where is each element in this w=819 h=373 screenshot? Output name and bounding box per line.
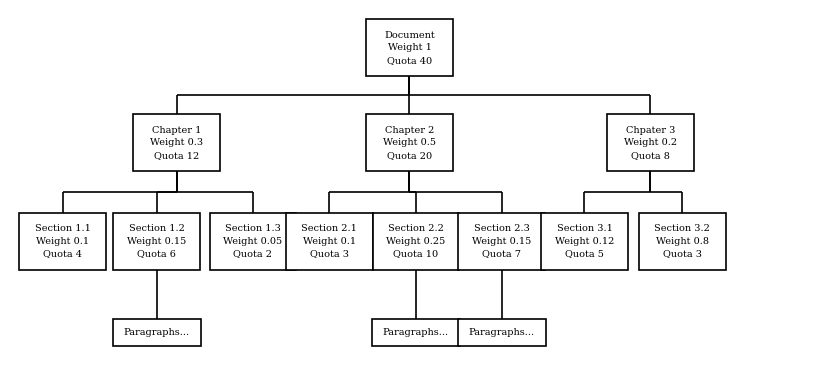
Text: Paragraphs...: Paragraphs... <box>124 328 190 337</box>
Text: Section 2.3
Weight 0.15
Quota 7: Section 2.3 Weight 0.15 Quota 7 <box>473 224 532 258</box>
Text: Section 1.3
Weight 0.05
Quota 2: Section 1.3 Weight 0.05 Quota 2 <box>224 224 283 258</box>
FancyBboxPatch shape <box>366 114 453 171</box>
Text: Section 3.1
Weight 0.12
Quota 5: Section 3.1 Weight 0.12 Quota 5 <box>554 224 614 258</box>
Text: Section 1.2
Weight 0.15
Quota 6: Section 1.2 Weight 0.15 Quota 6 <box>127 224 186 258</box>
FancyBboxPatch shape <box>458 319 546 347</box>
Text: Section 1.1
Weight 0.1
Quota 4: Section 1.1 Weight 0.1 Quota 4 <box>35 224 91 258</box>
FancyBboxPatch shape <box>373 213 459 270</box>
FancyBboxPatch shape <box>372 319 460 347</box>
FancyBboxPatch shape <box>541 213 628 270</box>
FancyBboxPatch shape <box>286 213 373 270</box>
Text: Section 2.2
Weight 0.25
Quota 10: Section 2.2 Weight 0.25 Quota 10 <box>387 224 446 258</box>
Text: Chapter 2
Weight 0.5
Quota 20: Chapter 2 Weight 0.5 Quota 20 <box>383 126 436 160</box>
FancyBboxPatch shape <box>133 114 220 171</box>
Text: Section 2.1
Weight 0.1
Quota 3: Section 2.1 Weight 0.1 Quota 3 <box>301 224 357 258</box>
FancyBboxPatch shape <box>459 213 545 270</box>
FancyBboxPatch shape <box>607 114 694 171</box>
Text: Paragraphs...: Paragraphs... <box>468 328 535 337</box>
Text: Chapter 1
Weight 0.3
Quota 12: Chapter 1 Weight 0.3 Quota 12 <box>150 126 203 160</box>
FancyBboxPatch shape <box>113 213 200 270</box>
FancyBboxPatch shape <box>112 319 201 347</box>
FancyBboxPatch shape <box>639 213 726 270</box>
FancyBboxPatch shape <box>210 213 296 270</box>
FancyBboxPatch shape <box>366 19 453 76</box>
Text: Section 3.2
Weight 0.8
Quota 3: Section 3.2 Weight 0.8 Quota 3 <box>654 224 710 258</box>
Text: Document
Weight 1
Quota 40: Document Weight 1 Quota 40 <box>384 31 435 65</box>
Text: Chpater 3
Weight 0.2
Quota 8: Chpater 3 Weight 0.2 Quota 8 <box>624 126 676 160</box>
Text: Paragraphs...: Paragraphs... <box>382 328 449 337</box>
FancyBboxPatch shape <box>20 213 106 270</box>
